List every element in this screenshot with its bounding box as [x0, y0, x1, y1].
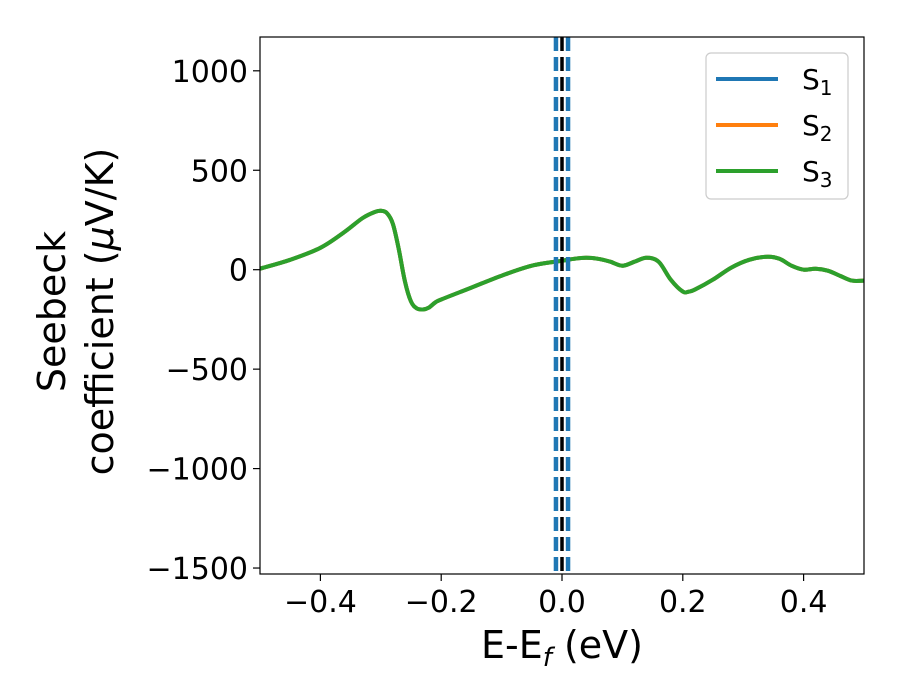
y-tick-label: −1500 — [147, 552, 248, 587]
legend-label: S3 — [802, 155, 833, 192]
y-axis-label-line2: coefficient (μV/K) — [78, 148, 122, 476]
legend-entry-s3: S3 — [716, 155, 833, 192]
legend: S1 S2 S3 — [705, 52, 849, 200]
y-tick-label: 1000 — [172, 55, 248, 90]
legend-label: S2 — [802, 109, 833, 146]
fermi-markers — [553, 37, 571, 574]
x-tick-label: 0.2 — [659, 585, 707, 620]
legend-entry-s2: S2 — [716, 109, 833, 146]
y-tick-label: 0 — [229, 254, 248, 289]
series-lines — [260, 208, 864, 312]
x-tick-label: 0.4 — [780, 585, 828, 620]
x-tick-label: 0.0 — [538, 585, 586, 620]
x-tick-label: −0.2 — [405, 585, 478, 620]
x-tick-label: −0.4 — [284, 585, 357, 620]
y-axis-label-line1: Seebeck — [30, 231, 74, 392]
legend-entry-s1: S1 — [716, 63, 833, 100]
y-tick-label: −500 — [166, 353, 248, 388]
x-axis-label: E-Ef (eV) — [481, 623, 643, 673]
legend-label: S1 — [802, 63, 833, 100]
axis-ticks: −0.4 −0.2 0.0 0.2 0.4 −1500 −1000 −500 0 500 1000 — [147, 55, 828, 620]
y-tick-label: −1000 — [147, 453, 248, 488]
y-tick-label: 500 — [191, 154, 248, 189]
series-line-s3 — [260, 208, 864, 312]
